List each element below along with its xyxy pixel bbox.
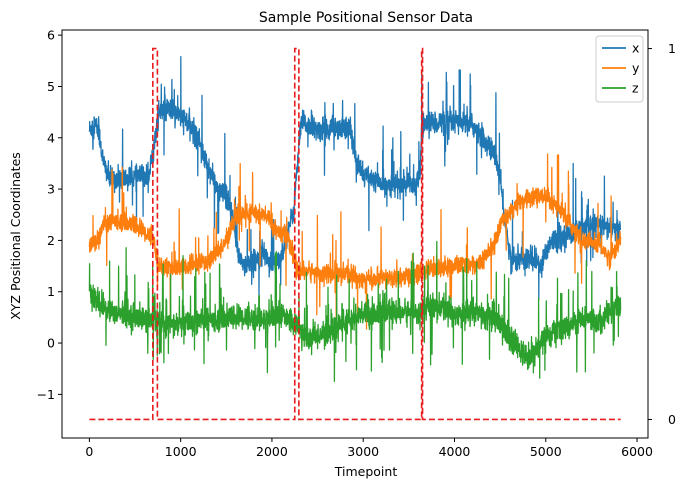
event-indicator-line [89,47,621,421]
x-tick-label: 4000 [439,444,471,459]
y-tick-label: 4 [47,130,55,145]
series-line-x [88,56,622,301]
x-axis-ticks: 0 1000 2000 3000 4000 5000 6000 [85,438,653,459]
y-tick-label: 5 [47,79,55,94]
x-tick-label: 5000 [530,444,562,459]
y-tick-label: 2 [47,233,55,248]
y-tick-label: 1 [47,284,55,299]
legend-label-y: y [632,61,640,76]
y-tick-label: 0 [47,336,55,351]
y2-tick-label: 1 [668,41,676,56]
x-tick-label: 6000 [621,444,653,459]
y2-tick-label: 0 [668,412,676,427]
plot-area [88,47,622,421]
x-tick-label: 1000 [165,444,197,459]
y-tick-label: 6 [47,28,55,43]
series-line-z [88,240,622,383]
x-tick-label: 0 [85,444,93,459]
y-tick-label: −1 [37,387,55,402]
chart-title: Sample Positional Sensor Data [259,10,473,26]
x-axis-label: Timepoint [334,464,398,479]
series-line-y [88,153,622,330]
y-tick-label: 3 [47,182,55,197]
axes-frame [61,29,649,439]
legend-box [595,35,644,103]
x-tick-label: 2000 [256,444,288,459]
secondary-y-axis-ticks: 01 [648,41,676,427]
legend: xyz [595,35,644,103]
legend-label-x: x [632,41,639,56]
y-axis-ticks: −1 0 1 2 3 4 5 6 [37,28,62,402]
y-axis-label: XYZ Positional Coordinates [8,152,23,320]
x-tick-label: 3000 [347,444,379,459]
legend-label-z: z [632,81,639,96]
